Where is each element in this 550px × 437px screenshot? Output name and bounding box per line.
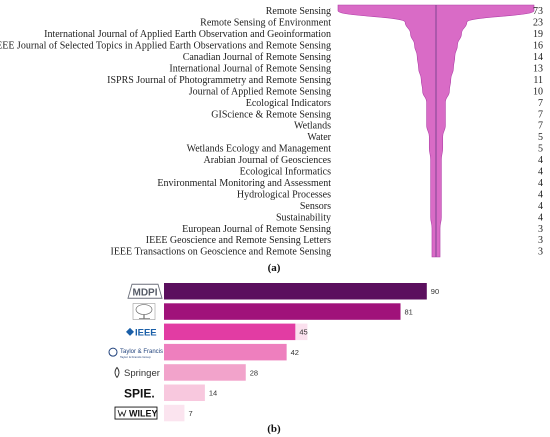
funnel-journal-label: Journal of Applied Remote Sensing (189, 86, 331, 97)
funnel-count-label: 3 (538, 235, 543, 246)
funnel-count-label: 4 (538, 212, 543, 223)
spie-logo-text: SPIE. (124, 386, 155, 400)
funnel-count-label: 3 (538, 247, 543, 258)
elsevier-logo (132, 303, 156, 320)
funnel-journal-label: Sustainability (276, 212, 331, 223)
ieee-logo: IEEE (126, 327, 157, 338)
funnel-journal-label: ISPRS Journal of Photogrammetry and Remo… (107, 75, 331, 86)
mdpi-logo-frame (127, 283, 163, 299)
funnel-journal-label: GIScience & Remote Sensing (211, 109, 331, 120)
funnel-count-label: 4 (538, 201, 543, 212)
panel-label-b: (b) (267, 423, 281, 435)
funnel-count-label: 7 (538, 109, 543, 120)
funnel-journal-label: IEEE Geoscience and Remote Sensing Lette… (146, 235, 331, 246)
funnel-journal-label: Arabian Journal of Geosciences (204, 155, 332, 166)
funnel-count-label: 10 (533, 86, 543, 97)
panel-label-a: (a) (268, 262, 281, 274)
funnel-count-label: 4 (538, 167, 543, 178)
funnel-journal-label: Remote Sensing of Environment (200, 18, 331, 29)
mdpi-logo: MDPI (127, 283, 163, 299)
publisher-bar-value: 81 (405, 307, 413, 316)
publisher-bar-value: 14 (209, 389, 217, 398)
funnel-journal-label: Ecological Indicators (246, 98, 331, 109)
funnel-count-label: 23 (533, 18, 543, 29)
wiley-logo-frame (114, 406, 158, 420)
ieee-logo-text: IEEE (135, 327, 157, 338)
funnel-count-label: 7 (538, 121, 543, 132)
publisher-bar (164, 343, 287, 361)
funnel-count-label: 13 (533, 63, 543, 74)
mdpi-logo-text: MDPI (133, 287, 158, 298)
taylor-francis-logo-text: Taylor & Francis (120, 349, 163, 355)
taylor-francis-emblem-icon (108, 347, 118, 357)
wiley-emblem-icon (117, 409, 127, 418)
funnel-journal-label: Sensors (300, 201, 331, 212)
publisher-bar (164, 364, 246, 381)
publisher-bar (164, 384, 205, 401)
springer-horse-icon (114, 366, 120, 379)
elsevier-emblem-frame (132, 303, 156, 320)
funnel-journal-label: Ecological Informatics (240, 167, 331, 178)
taylor-francis-logo-subtext: Taylor & Francis Group (120, 355, 151, 359)
publisher-bar (164, 283, 427, 300)
funnel-journal-label: Environmental Monitoring and Assessment (157, 178, 331, 189)
funnel-count-label: 16 (533, 41, 543, 52)
funnel-journal-label: Canadian Journal of Remote Sensing (183, 52, 331, 63)
funnel-journal-label: IEEE Transactions on Geoscience and Remo… (110, 247, 331, 258)
funnel-count-label: 4 (538, 178, 543, 189)
funnel-count-label: 5 (538, 132, 543, 143)
funnel-journal-label: IEEE Journal of Selected Topics in Appli… (0, 41, 331, 52)
publisher-bar-value: 90 (431, 287, 439, 296)
funnel-count-label: 5 (538, 144, 543, 155)
bar-value-highlight (295, 323, 308, 341)
funnel-journal-label: European Journal of Remote Sensing (182, 224, 331, 235)
publisher-bar (164, 404, 185, 422)
wiley-logo-text: WILEY (129, 409, 158, 419)
funnel-count-label: 14 (533, 52, 543, 63)
publisher-bar-value: 28 (250, 368, 258, 377)
funnel-journal-label: Hydrological Processes (237, 189, 331, 200)
funnel-count-label: 19 (533, 29, 543, 40)
funnel-count-label: 4 (538, 155, 543, 166)
publisher-bar (164, 303, 401, 320)
springer-logo-text: Springer (124, 368, 160, 379)
funnel-journal-label: Wetlands Ecology and Management (187, 144, 332, 155)
funnel-count-label: 7 (538, 98, 543, 109)
publisher-bar-values: 90 81 45 42 28 14 7 (188, 287, 439, 418)
funnel-journal-label: Wetlands (294, 121, 331, 132)
funnel-journal-label: Remote Sensing (266, 6, 331, 17)
funnel-journal-label: Water (307, 132, 331, 143)
publisher-bar (164, 323, 296, 341)
funnel-count-label: 11 (533, 75, 543, 86)
funnel-count-label: 3 (538, 224, 543, 235)
publisher-bar-value: 45 (299, 328, 307, 337)
funnel-count-label: 73 (533, 6, 543, 17)
publisher-bar-value: 42 (291, 348, 299, 357)
funnel-count-label: 4 (538, 189, 543, 200)
funnel-journal-label: International Journal of Applied Earth O… (44, 29, 331, 40)
funnel-journal-label: International Journal of Remote Sensing (169, 63, 331, 74)
publisher-bar-value: 7 (188, 409, 192, 418)
ieee-diamond-icon (126, 327, 134, 336)
wiley-logo: WILEY (114, 406, 158, 420)
publisher-bars (164, 283, 427, 422)
spie-logo: SPIE. (124, 386, 155, 400)
springer-logo: Springer (114, 366, 160, 379)
publisher-bar-chart: 90 81 45 42 28 14 7 MDPI IEEE Taylor & FrancisTa… (108, 283, 439, 422)
